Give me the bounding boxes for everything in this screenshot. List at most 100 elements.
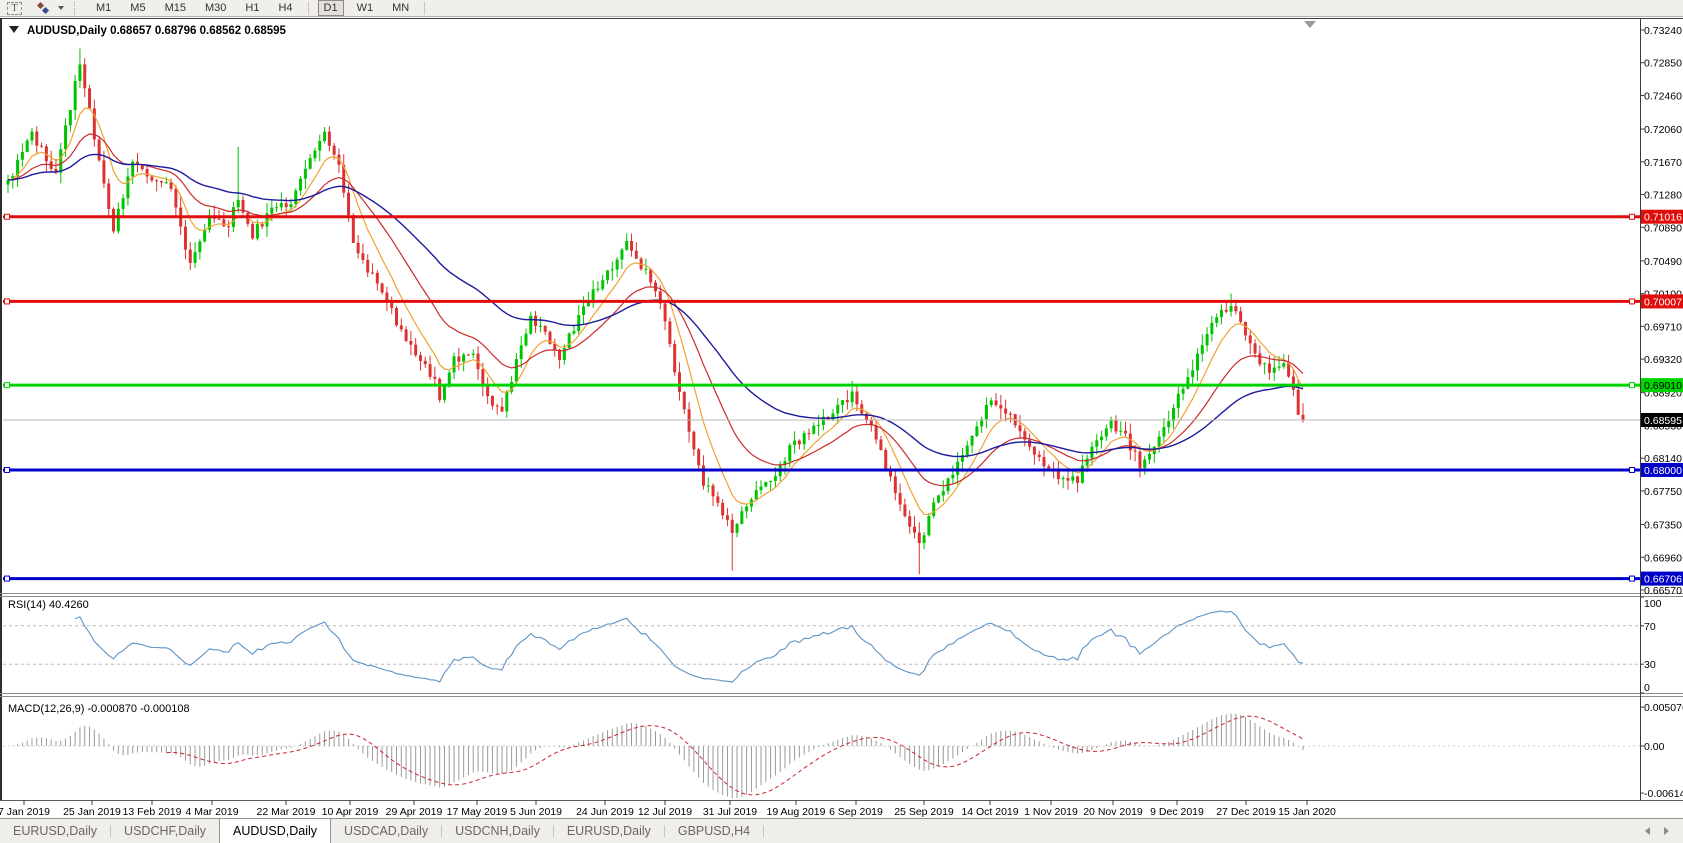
candle-body bbox=[1047, 466, 1051, 470]
candle-body bbox=[874, 425, 878, 440]
candle-body bbox=[222, 219, 226, 227]
candle-body bbox=[845, 400, 849, 403]
timeframe-button-W1[interactable]: W1 bbox=[356, 2, 374, 14]
candle-body bbox=[601, 280, 605, 289]
candle-body bbox=[188, 249, 192, 263]
candle-body bbox=[1157, 436, 1161, 447]
hline-handle[interactable] bbox=[4, 213, 10, 220]
candle-body bbox=[1243, 321, 1247, 336]
candle-body bbox=[821, 416, 825, 426]
chart-tab-usdcad-daily[interactable]: USDCAD,Daily bbox=[344, 824, 429, 838]
candle-body bbox=[1219, 309, 1223, 318]
candle-body bbox=[289, 204, 293, 208]
candle-body bbox=[447, 372, 451, 385]
candle-body bbox=[970, 436, 974, 446]
candle-body bbox=[697, 449, 701, 466]
hline-handle[interactable] bbox=[4, 466, 10, 473]
tab-scroll-controls bbox=[1645, 819, 1683, 843]
candle-body bbox=[548, 331, 552, 344]
timeframe-button-M1[interactable]: M1 bbox=[96, 2, 112, 14]
candle-body bbox=[1071, 476, 1075, 481]
candle-body bbox=[956, 461, 960, 475]
candle-body bbox=[83, 64, 87, 89]
chart-tab-audusd-daily[interactable]: AUDUSD,Daily bbox=[219, 819, 332, 843]
tab-scroll-right-icon[interactable] bbox=[1664, 827, 1669, 835]
candle-body bbox=[40, 145, 44, 147]
chart-tab-usdcnh-daily[interactable]: USDCNH,Daily bbox=[455, 824, 540, 838]
hline-handle[interactable] bbox=[4, 575, 10, 582]
candle-body bbox=[1291, 376, 1295, 390]
timeframe-button-M30[interactable]: M30 bbox=[204, 2, 227, 14]
candle-body bbox=[457, 356, 461, 362]
text-tool-button[interactable]: T bbox=[7, 1, 22, 15]
candle-body bbox=[1296, 389, 1300, 415]
candle-body bbox=[198, 241, 202, 253]
candle-body bbox=[514, 359, 518, 382]
candle-body bbox=[706, 485, 710, 487]
candle-body bbox=[783, 461, 787, 465]
candle-body bbox=[754, 490, 758, 500]
candle-body bbox=[1162, 427, 1166, 437]
chart-tab-eurusd-daily[interactable]: EURUSD,Daily bbox=[566, 824, 651, 838]
hline-price-badge-text: 0.68000 bbox=[1644, 465, 1682, 477]
candle-body bbox=[260, 224, 264, 227]
hline-handle[interactable] bbox=[1629, 466, 1635, 473]
candle-body bbox=[975, 426, 979, 437]
tab-separator bbox=[110, 825, 112, 837]
candle-body bbox=[380, 283, 384, 293]
candle-body bbox=[1224, 309, 1228, 312]
chart-tab-usdchf-daily[interactable]: USDCHF,Daily bbox=[124, 824, 206, 838]
candle-body bbox=[1277, 366, 1281, 368]
candle-body bbox=[462, 354, 466, 362]
hline-handle[interactable] bbox=[1629, 213, 1635, 220]
candle-body bbox=[836, 404, 840, 414]
tab-separator bbox=[552, 825, 554, 837]
timeframe-button-M5[interactable]: M5 bbox=[130, 2, 146, 14]
candle-body bbox=[788, 445, 792, 462]
hline-handle[interactable] bbox=[1629, 382, 1635, 389]
hline-handle[interactable] bbox=[4, 298, 10, 305]
candle-body bbox=[984, 405, 988, 420]
candle-body bbox=[538, 325, 542, 327]
chart-shift-marker[interactable] bbox=[1304, 21, 1316, 28]
candle-body bbox=[395, 308, 399, 326]
candle-body bbox=[1282, 363, 1286, 367]
timeframe-button-H1[interactable]: H1 bbox=[245, 2, 260, 14]
hline-handle[interactable] bbox=[1629, 298, 1635, 305]
chart-collapse-icon[interactable] bbox=[9, 26, 19, 33]
tab-scroll-left-icon[interactable] bbox=[1645, 827, 1650, 835]
candle-body bbox=[1028, 439, 1032, 447]
chart-tab-gbpusd-h4[interactable]: GBPUSD,H4 bbox=[677, 824, 751, 838]
hline-handle[interactable] bbox=[4, 382, 10, 389]
candle-body bbox=[582, 306, 586, 315]
hline-handle[interactable] bbox=[1629, 575, 1635, 582]
candle-body bbox=[1172, 407, 1176, 422]
date-tick-label: 6 Sep 2019 bbox=[829, 806, 883, 818]
chart-tab-eurusd-daily[interactable]: EURUSD,Daily bbox=[13, 824, 98, 838]
candle-body bbox=[1191, 370, 1195, 378]
hline-price-badge-text: 0.66706 bbox=[1644, 574, 1682, 586]
candle-body bbox=[999, 405, 1003, 409]
timeframe-button-MN[interactable]: MN bbox=[392, 2, 410, 14]
candle-body bbox=[994, 400, 998, 406]
date-tick-label: 1 Nov 2019 bbox=[1024, 806, 1078, 818]
chevron-down-icon[interactable] bbox=[58, 6, 64, 10]
candle-body bbox=[668, 321, 672, 345]
candle-body bbox=[1119, 430, 1123, 432]
price-tick-label: 0.66570 bbox=[1644, 585, 1682, 597]
rsi-line bbox=[74, 610, 1304, 683]
date-tick-label: 19 Aug 2019 bbox=[767, 806, 826, 818]
candle-body bbox=[730, 519, 734, 533]
candle-body bbox=[989, 400, 993, 406]
timeframe-button-D1[interactable]: D1 bbox=[317, 0, 344, 16]
date-tick-label: 12 Jul 2019 bbox=[638, 806, 692, 818]
timeframe-button-group: M1 M5 M15 M30 H1 H4 D1 W1 MN bbox=[83, 0, 427, 16]
date-tick-label: 27 Dec 2019 bbox=[1216, 806, 1276, 818]
price-tick-label: 0.70490 bbox=[1644, 256, 1682, 268]
candle-body bbox=[150, 176, 154, 181]
timeframe-button-H4[interactable]: H4 bbox=[278, 2, 293, 14]
candle-body bbox=[356, 242, 360, 254]
chart-styles-icon[interactable] bbox=[36, 1, 52, 15]
timeframe-button-M15[interactable]: M15 bbox=[164, 2, 186, 14]
chart-canvas[interactable]: 0.73240 0.72850 0.72460 0.72060 0.71670 0.712… bbox=[0, 18, 1683, 818]
